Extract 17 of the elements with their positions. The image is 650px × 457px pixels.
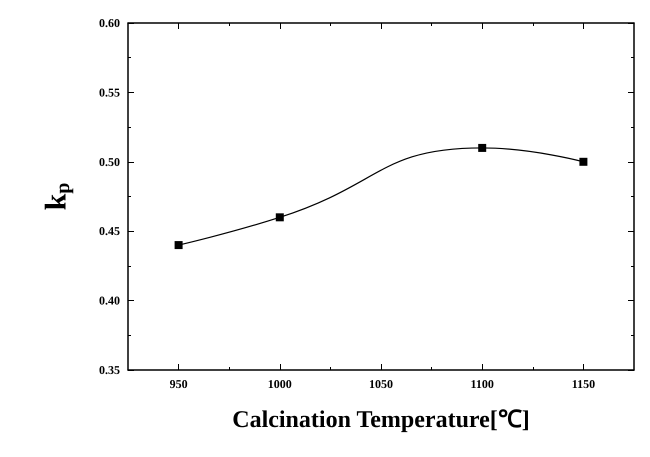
y-tick-label: 0.60 bbox=[99, 16, 120, 30]
y-tick-label: 0.40 bbox=[99, 294, 120, 308]
x-tick-label: 1000 bbox=[268, 377, 292, 391]
x-tick-label: 1150 bbox=[572, 377, 596, 391]
point bbox=[579, 158, 588, 166]
y-axis-title: kp bbox=[40, 182, 74, 210]
y-tick-label: 0.45 bbox=[99, 224, 120, 238]
x-axis-title: Calcination Temperature[℃] bbox=[232, 407, 530, 433]
point bbox=[174, 241, 183, 250]
x-tick-label: 1050 bbox=[369, 377, 393, 391]
point bbox=[478, 144, 486, 152]
y-tick-label: 0.50 bbox=[99, 154, 120, 169]
y-tick-label: 0.55 bbox=[99, 85, 120, 100]
x-tick-label: 1100 bbox=[470, 377, 494, 391]
y-tick-label: 0.35 bbox=[99, 363, 120, 377]
point bbox=[276, 213, 284, 222]
x-tick-label: 950 bbox=[170, 377, 188, 391]
